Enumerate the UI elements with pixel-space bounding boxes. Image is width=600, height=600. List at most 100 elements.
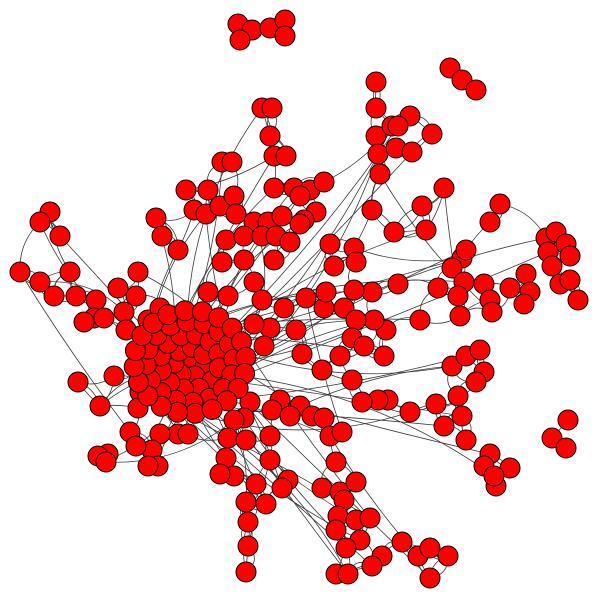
graph-node xyxy=(419,567,441,589)
graph-node xyxy=(209,463,231,485)
graph-node xyxy=(361,281,383,303)
graph-edge xyxy=(19,271,131,433)
graph-node xyxy=(217,285,239,307)
graph-edge xyxy=(299,365,453,407)
graph-node xyxy=(223,409,245,431)
graph-node xyxy=(383,221,405,243)
graph-node xyxy=(271,205,293,227)
graph-node xyxy=(331,421,353,443)
graph-node xyxy=(263,177,285,199)
graph-edge xyxy=(105,419,235,463)
graph-node xyxy=(9,261,31,283)
graph-node xyxy=(359,507,381,529)
graph-node xyxy=(127,261,149,283)
graph-node xyxy=(311,477,333,499)
graph-node xyxy=(353,335,375,357)
graph-node xyxy=(465,79,487,101)
graph-node xyxy=(441,257,463,279)
graph-node xyxy=(197,281,219,303)
graph-node xyxy=(279,231,301,253)
graph-node xyxy=(411,195,433,217)
graph-node xyxy=(415,219,437,241)
graph-node xyxy=(49,225,71,247)
graph-node xyxy=(567,289,589,311)
graph-node xyxy=(261,97,283,119)
graph-node xyxy=(427,277,449,299)
graph-node xyxy=(233,225,255,247)
graph-node xyxy=(167,239,189,261)
graph-node xyxy=(197,179,219,201)
graph-node xyxy=(259,449,281,471)
node-layer xyxy=(9,9,589,589)
graph-node xyxy=(73,311,95,333)
graph-node xyxy=(221,151,243,173)
graph-node xyxy=(251,289,273,311)
graph-node xyxy=(515,263,537,285)
graph-node xyxy=(177,423,199,445)
graph-node xyxy=(259,425,281,447)
graph-node xyxy=(89,395,111,417)
graph-node xyxy=(151,225,173,247)
graph-node xyxy=(125,285,147,307)
graph-node xyxy=(113,301,135,323)
graph-node xyxy=(273,297,295,319)
graph-node xyxy=(85,289,107,311)
graph-node xyxy=(559,245,581,267)
graph-node xyxy=(449,305,471,327)
graph-edge xyxy=(203,279,485,324)
graph-node xyxy=(211,251,233,273)
graph-node xyxy=(145,207,167,229)
graph-node xyxy=(323,255,345,277)
graph-node xyxy=(361,555,383,577)
graph-node xyxy=(95,451,117,473)
graph-node xyxy=(329,345,351,367)
graph-node xyxy=(369,163,391,185)
graph-node xyxy=(325,451,347,473)
graph-node xyxy=(489,193,511,215)
graph-node xyxy=(174,300,196,322)
graph-node xyxy=(295,287,317,309)
graph-node xyxy=(447,385,469,407)
graph-node xyxy=(513,293,535,315)
graph-node xyxy=(419,537,441,559)
graph-node xyxy=(387,115,409,137)
graph-node xyxy=(237,535,259,557)
graph-node xyxy=(237,511,259,533)
graph-node xyxy=(555,437,577,459)
graph-node xyxy=(469,339,491,361)
graph-node xyxy=(325,519,347,541)
graph-node xyxy=(313,171,335,193)
graph-node xyxy=(289,213,311,235)
graph-node xyxy=(245,473,267,495)
graph-node xyxy=(271,477,293,499)
graph-node xyxy=(263,249,285,271)
graph-node xyxy=(399,401,421,423)
graph-node xyxy=(229,29,251,51)
graph-node xyxy=(481,301,503,323)
graph-node xyxy=(483,465,505,487)
graph-node xyxy=(137,455,159,477)
graph-node xyxy=(391,531,413,553)
graph-node xyxy=(103,365,125,387)
graph-node xyxy=(455,239,477,261)
graph-node xyxy=(93,307,115,329)
graph-node xyxy=(433,415,455,437)
graph-node xyxy=(425,393,447,415)
graph-node xyxy=(401,141,423,163)
graph-node xyxy=(175,179,197,201)
graph-node xyxy=(365,71,387,93)
graph-node xyxy=(289,185,311,207)
graph-node xyxy=(233,249,255,271)
graph-node xyxy=(125,435,147,457)
graph-node xyxy=(337,563,359,585)
graph-node xyxy=(59,261,81,283)
graph-node xyxy=(351,391,373,413)
graph-node xyxy=(215,229,237,251)
graph-node xyxy=(275,145,297,167)
graph-node xyxy=(67,371,89,393)
graph-node xyxy=(235,429,257,451)
graph-node xyxy=(235,561,257,583)
graph-node xyxy=(285,319,307,341)
graph-node xyxy=(437,545,459,567)
